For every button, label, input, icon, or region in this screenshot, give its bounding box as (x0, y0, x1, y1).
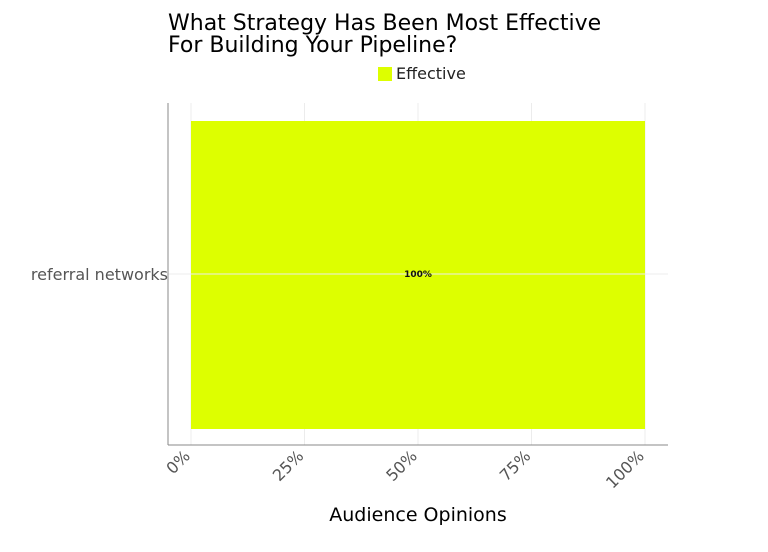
chart-title-line-1: What Strategy Has Been Most Effective (168, 11, 602, 36)
legend: Effective (378, 64, 466, 83)
x-tick-label: 100% (602, 446, 648, 492)
x-axis-title: Audience Opinions (329, 504, 507, 526)
x-tick-label: 75% (496, 446, 535, 485)
legend-swatch (378, 66, 392, 81)
x-tick-label: 0% (162, 446, 193, 477)
y-tick-label: referral networks (31, 265, 168, 284)
chart-title-line-2: For Building Your Pipeline? (168, 33, 458, 58)
legend-label: Effective (396, 64, 466, 83)
bar-data-label: 100% (404, 270, 432, 280)
chart-title: What Strategy Has Been Most Effective Fo… (168, 13, 601, 57)
x-tick-label: 50% (382, 446, 421, 485)
bar (191, 121, 645, 429)
x-tick-label: 25% (269, 446, 308, 485)
